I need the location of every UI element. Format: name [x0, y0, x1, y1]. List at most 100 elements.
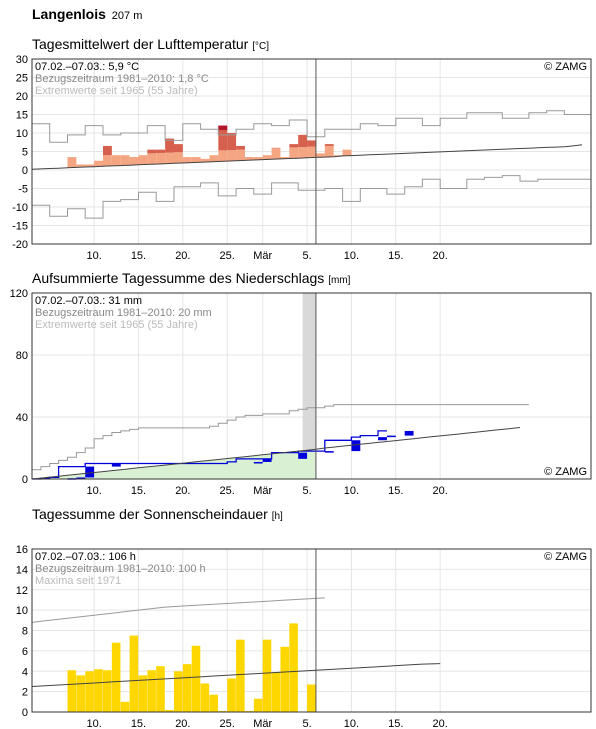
sunshine-bar	[200, 683, 210, 712]
temperature-y-tick-label: -5	[18, 184, 28, 196]
temperature-y-tick-label: 0	[22, 165, 28, 177]
sunshine-y-tick-label: 12	[16, 585, 28, 597]
sunshine-y-tick-label: 4	[22, 666, 28, 678]
precipitation-increment-bar	[386, 435, 396, 438]
sunshine-y-tick-label: 2	[22, 687, 28, 699]
sunshine-bar	[111, 642, 121, 712]
sunshine-y-tick-label: 0	[22, 707, 28, 719]
temperature-y-tick-label: 10	[16, 128, 28, 140]
sunshine-x-tick-label: 20.	[175, 718, 190, 729]
temperature-bar-normal	[271, 148, 281, 160]
temperature-x-tick-label: 20.	[433, 250, 448, 262]
temperature-bar-normal	[324, 145, 334, 158]
precipitation-normal-line	[31, 427, 521, 480]
temperature-info-extremes: Extremwerte seit 1965 (55 Jahre)	[35, 85, 198, 97]
temperature-unit: [°C]	[252, 41, 269, 52]
sunshine-bar	[227, 678, 236, 712]
sunshine-maxima-line	[31, 597, 325, 623]
sunshine-bar	[289, 623, 298, 712]
precipitation-y-tick-label: 120	[10, 288, 28, 300]
temperature-y-tick-label: 15	[16, 110, 28, 122]
sunshine-plot-frame	[31, 548, 592, 713]
temperature-y-tick-label: -10	[12, 202, 28, 214]
precipitation-increment-bar	[76, 477, 86, 479]
temperature-y-tick-label: 25	[16, 73, 28, 85]
precipitation-x-tick-label: Mär	[253, 485, 272, 497]
precipitation-x-tick-label: 20.	[433, 485, 448, 497]
precipitation-x-tick-label: 10.	[344, 485, 359, 497]
precipitation-info-reference: Bezugszeitraum 1981–2010: 20 mm	[35, 307, 212, 319]
sunshine-bar	[120, 701, 130, 712]
temperature-bar-above	[298, 134, 308, 148]
sunshine-y-tick-label: 10	[16, 605, 28, 617]
sunshine-copyright: © ZAMG	[544, 551, 587, 563]
temperature-bar-normal	[298, 147, 308, 159]
temperature-x-tick-label: 10.	[344, 250, 359, 262]
temperature-x-tick-label: 5.	[302, 250, 311, 262]
sunshine-title-text: Tagessumme der Sonnenscheindauer	[32, 506, 268, 522]
precipitation-increment-bar	[111, 463, 121, 467]
temperature-info-period: 07.02.–07.03.: 5,9 °C	[35, 61, 139, 73]
sunshine-bar	[280, 646, 290, 712]
sunshine-info-reference: Bezugszeitraum 1981–2010: 100 h	[35, 563, 206, 575]
sunshine-y-tick-label: 14	[16, 564, 28, 576]
temperature-bar-normal	[138, 155, 148, 165]
precipitation-increment-bar	[351, 440, 361, 452]
sunshine-x-tick-label: 15.	[131, 718, 146, 729]
sunshine-y-tick-label: 8	[22, 626, 28, 638]
temperature-y-tick-label: 20	[16, 91, 28, 103]
sunshine-x-tick-label: 5.	[302, 718, 311, 729]
precipitation-increment-bar	[298, 452, 308, 459]
temperature-extreme-max-line	[32, 110, 591, 143]
temperature-bar-normal	[94, 160, 103, 167]
precipitation-increment-bar	[262, 458, 272, 462]
temperature-bar-normal	[307, 146, 316, 158]
temperature-x-tick-label: 15.	[131, 250, 146, 262]
sunshine-bar	[244, 710, 254, 712]
precipitation-info-period: 07.02.–07.03.: 31 mm	[35, 295, 142, 307]
sunshine-x-tick-label: 25.	[220, 718, 235, 729]
precipitation-cumulative-line	[32, 430, 387, 480]
temperature-bar-normal	[173, 152, 183, 164]
precipitation-info-extremes: Extremwerte seit 1965 (55 Jahre)	[35, 319, 198, 331]
sunshine-bar	[173, 671, 183, 712]
sunshine-bar	[94, 669, 103, 712]
sunshine-x-tick-label: 15.	[388, 718, 403, 729]
sunshine-bar	[182, 664, 192, 712]
sunshine-bar	[271, 672, 281, 712]
sunshine-y-tick-label: 16	[16, 544, 28, 556]
temperature-bar-above	[147, 149, 157, 154]
temperature-bar-above	[307, 140, 316, 147]
temperature-bar-normal	[129, 157, 139, 166]
sunshine-normal-line	[31, 663, 441, 687]
temperature-bar-normal	[191, 157, 201, 163]
precipitation-x-tick-label: 5.	[302, 485, 311, 497]
temperature-panel-title: Tagesmittelwert der Lufttemperatur [°C]	[32, 36, 269, 52]
temperature-x-tick-label: 15.	[388, 250, 403, 262]
temperature-y-tick-label: -20	[12, 239, 28, 251]
temperature-bar-normal	[200, 158, 210, 163]
temperature-bar-normal	[218, 150, 228, 162]
temperature-x-tick-label: 25.	[220, 250, 235, 262]
precipitation-x-tick-label: 10.	[86, 485, 101, 497]
temperature-bar-normal	[165, 152, 174, 164]
precipitation-max-line	[32, 404, 529, 471]
temperature-info-reference: Bezugszeitraum 1981–2010: 1,8 °C	[35, 73, 209, 85]
sunshine-bar	[129, 635, 139, 712]
precipitation-x-tick-label: 25.	[220, 485, 235, 497]
precipitation-x-tick-label: 15.	[388, 485, 403, 497]
precipitation-x-tick-label: 20.	[175, 485, 190, 497]
temperature-bar-normal	[236, 149, 245, 161]
temperature-bar-normal	[227, 150, 237, 162]
sunshine-bar	[147, 670, 156, 712]
temperature-bar-normal	[182, 157, 192, 163]
temperature-bar-normal	[253, 157, 263, 161]
station-name: Langenlois	[32, 6, 106, 22]
temperature-bar-above	[218, 125, 228, 151]
station-altitude: 207 m	[111, 10, 143, 22]
precipitation-increment-bar	[324, 451, 334, 453]
sunshine-y-tick-label: 6	[22, 646, 28, 658]
precipitation-increment-bar	[404, 430, 414, 436]
temperature-y-tick-label: 30	[16, 54, 28, 66]
temperature-bar-normal	[156, 152, 166, 165]
